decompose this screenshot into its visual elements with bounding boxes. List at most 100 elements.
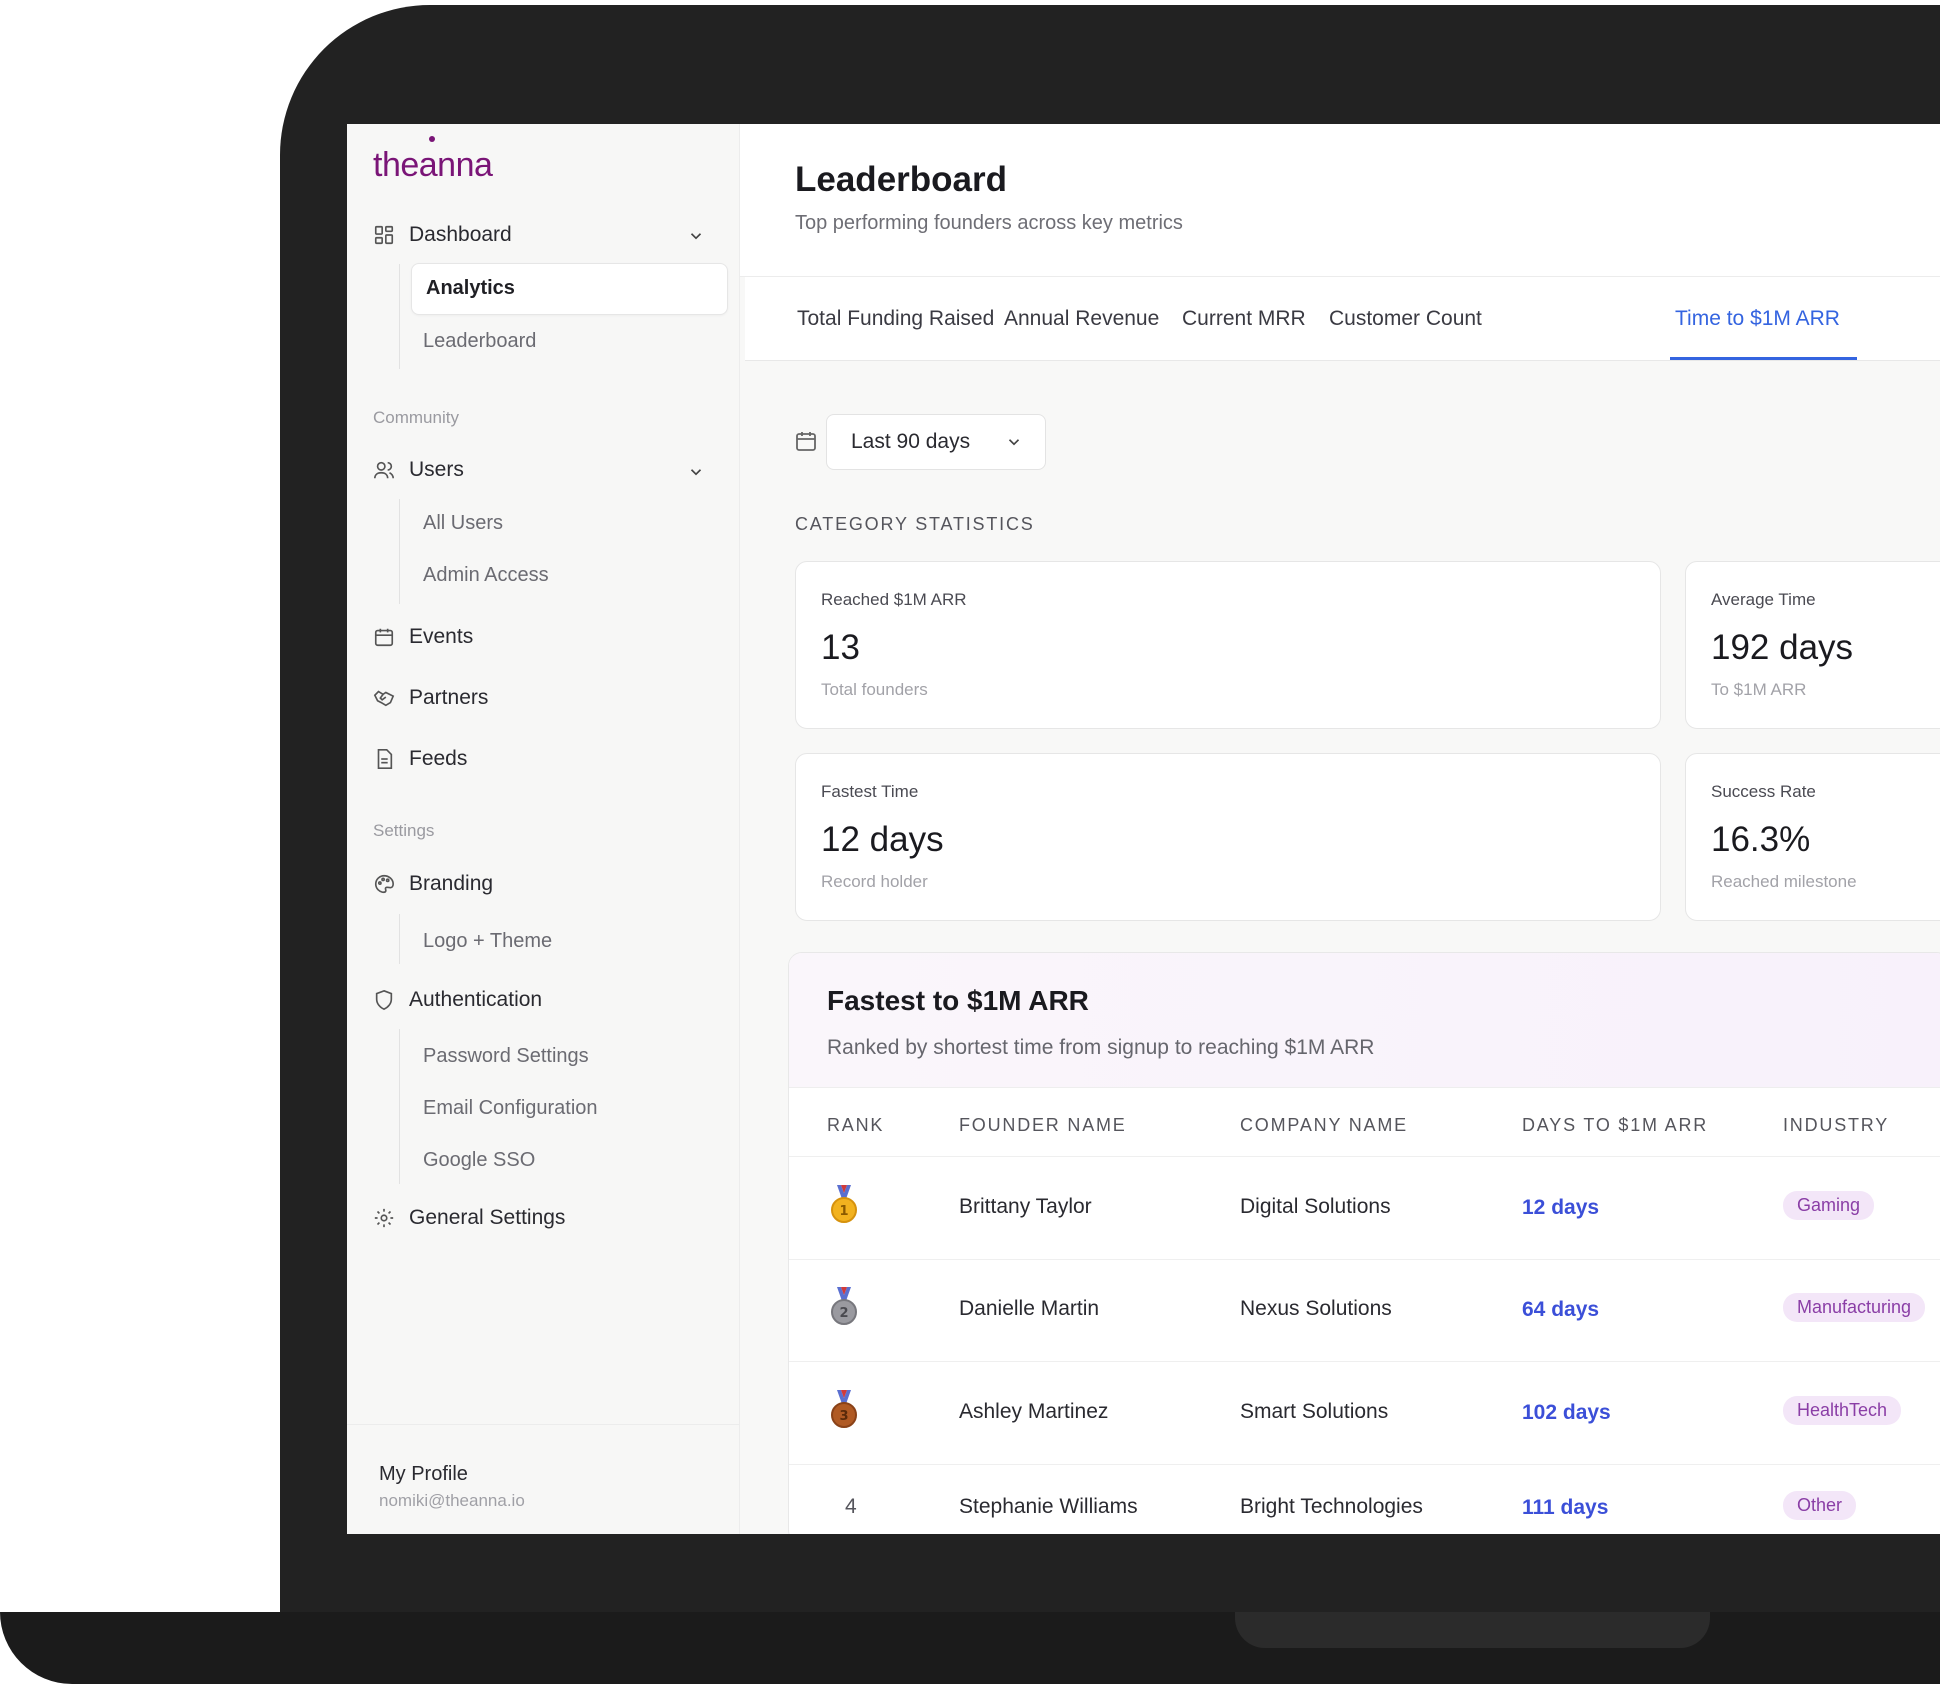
stat-value: 192 days [1711,628,1854,667]
calendar-icon [374,628,394,647]
stat-label: Reached $1M ARR [821,590,967,609]
table-row[interactable]: 1 Brittany Taylor Digital Solutions 12 d… [789,1156,1940,1260]
page-title: Leaderboard [795,160,1007,199]
ranking-table-card: Fastest to $1M ARR Ranked by shortest ti… [788,952,1940,1534]
tab-time-to-1m-arr[interactable]: Time to $1M ARR [1675,307,1840,330]
submenu-line [399,1029,400,1184]
stat-sub: Total founders [821,680,928,699]
date-range-select[interactable]: Last 90 days [826,414,1046,470]
medal-number: 3 [839,1409,848,1424]
table-row[interactable]: 4 Stephanie Williams Bright Technologies… [789,1465,1940,1534]
industry-badge: HealthTech [1783,1396,1902,1425]
founder-name[interactable]: Ashley Martinez [959,1400,1109,1423]
medal-number: 1 [839,1204,848,1219]
grid-icon [374,225,394,245]
app-logo[interactable]: theanna [373,146,493,184]
nav-users[interactable]: Users [373,452,464,488]
industry-badge: Manufacturing [1783,1293,1926,1322]
sidebar-item-admin-access[interactable]: Admin Access [423,564,549,586]
calendar-icon [796,432,816,451]
sidebar-item-email-configuration[interactable]: Email Configuration [423,1097,598,1119]
submenu-line [399,914,400,964]
sidebar-item-leaderboard[interactable]: Leaderboard [423,330,537,352]
profile-email: nomiki@theanna.io [379,1491,525,1510]
ranking-subtitle: Ranked by shortest time from signup to r… [827,1036,1375,1059]
stat-value: 12 days [821,820,944,859]
rank-number: 4 [845,1495,857,1518]
column-header-industry[interactable]: INDUSTRY [1783,1115,1890,1135]
medal-icon: 3 [831,1390,857,1428]
table-row[interactable]: 3 Ashley Martinez Smart Solutions 102 da… [789,1362,1940,1465]
stat-sub: Record holder [821,872,928,891]
stat-card-average-time: Average Time 192 days To $1M ARR [1685,561,1940,729]
submenu-line [399,264,400,369]
founder-name[interactable]: Danielle Martin [959,1297,1100,1320]
submenu-line [399,499,400,604]
chevron-down-icon[interactable] [687,227,705,245]
nav-branding[interactable]: Branding [373,866,493,902]
active-tab-indicator [1670,357,1857,360]
chevron-down-icon [1008,439,1020,446]
laptop-base-notch [1235,1612,1710,1648]
chevron-down-icon[interactable] [687,463,705,481]
nav-events[interactable]: Events [373,619,473,655]
medal-icon: 2 [831,1287,857,1325]
column-header-company[interactable]: COMPANY NAME [1240,1115,1408,1135]
table-row[interactable]: 2 Danielle Martin Nexus Solutions 64 day… [789,1259,1940,1362]
company-name: Bright Technologies [1240,1495,1423,1518]
ranking-header: Fastest to $1M ARR Ranked by shortest ti… [789,953,1940,1088]
nav-authentication[interactable]: Authentication [373,982,542,1018]
founder-name[interactable]: Stephanie Williams [959,1495,1138,1518]
section-label-settings: Settings [373,821,435,840]
tab-total-funding-raised[interactable]: Total Funding Raised [797,307,995,330]
nav-partners-label: Partners [409,686,489,709]
sidebar-item-google-sso[interactable]: Google SSO [423,1149,536,1171]
nav-partners[interactable]: Partners [373,680,488,716]
nav-feeds-label: Feeds [409,747,468,770]
industry-badge: Gaming [1783,1191,1875,1220]
sidebar-item-analytics[interactable]: Analytics [411,263,728,315]
column-header-rank[interactable]: RANK [827,1115,885,1135]
sidebar: theanna Dashboard Analytics Leaderboard … [347,124,740,1534]
sidebar-item-all-users[interactable]: All Users [423,512,504,534]
profile-section[interactable]: My Profile nomiki@theanna.io [347,1424,739,1534]
metric-tabs: Total Funding Raised Annual Revenue Curr… [745,277,1940,361]
column-header-days[interactable]: DAYS TO $1M ARR [1522,1115,1709,1135]
column-header-founder[interactable]: FOUNDER NAME [959,1115,1127,1135]
stat-card-reached: Reached $1M ARR 13 Total founders [795,561,1661,729]
days-value: 12 days [1522,1196,1600,1219]
handshake-icon [373,690,395,707]
stat-label: Average Time [1711,590,1816,609]
medal-number: 2 [839,1306,848,1321]
palette-icon [375,874,394,894]
sidebar-item-password-settings[interactable]: Password Settings [423,1045,589,1067]
document-icon [377,749,393,769]
nav-dashboard[interactable]: Dashboard [373,217,512,253]
stat-card-success-rate: Success Rate 16.3% Reached milestone [1685,753,1940,921]
nav-events-label: Events [409,625,474,648]
main-content: Leaderboard Top performing founders acro… [740,124,1940,1534]
tab-current-mrr[interactable]: Current MRR [1182,307,1306,330]
date-range-value: Last 90 days [851,430,971,453]
stat-card-fastest-time: Fastest Time 12 days Record holder [795,753,1661,921]
tab-annual-revenue[interactable]: Annual Revenue [1004,307,1160,330]
nav-feeds[interactable]: Feeds [373,741,467,777]
founder-name[interactable]: Brittany Taylor [959,1195,1092,1218]
nav-users-label: Users [409,458,464,481]
days-value: 64 days [1522,1298,1600,1321]
stat-sub: Reached milestone [1711,872,1857,891]
stat-label: Success Rate [1711,782,1816,801]
ranking-title: Fastest to $1M ARR [827,985,1089,1016]
company-name: Smart Solutions [1240,1400,1389,1423]
nav-general-settings-label: General Settings [409,1206,566,1229]
page-subtitle: Top performing founders across key metri… [795,212,1183,234]
nav-dashboard-label: Dashboard [409,223,512,246]
nav-general-settings[interactable]: General Settings [373,1200,565,1236]
stat-value: 13 [821,628,860,667]
sidebar-item-logo-theme[interactable]: Logo + Theme [423,930,553,952]
tab-customer-count[interactable]: Customer Count [1329,307,1482,330]
days-value: 102 days [1522,1401,1611,1424]
company-name: Nexus Solutions [1240,1297,1392,1320]
medal-icon: 1 [831,1185,857,1223]
shield-icon [375,989,393,1011]
